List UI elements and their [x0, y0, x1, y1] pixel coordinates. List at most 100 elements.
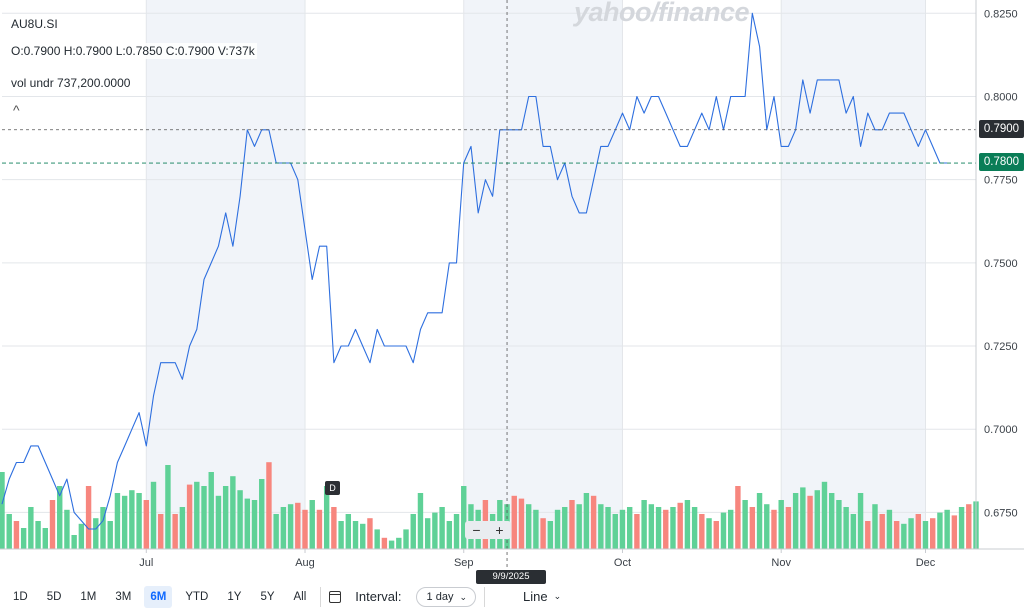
collapse-chevron-icon[interactable]: ^: [11, 101, 22, 119]
volume-bar: [792, 493, 799, 549]
range-5d-button[interactable]: 5D: [46, 590, 62, 603]
price-chart[interactable]: 0.8250 0.8000 0.7750 0.7500 0.7250 0.7000 0.67…: [0, 0, 1024, 580]
ohlcv-readout: O:0.7900 H:0.7900 L:0.7850 C:0.7900 V:73…: [9, 43, 257, 59]
volume-bar: [158, 514, 164, 549]
range-1d-button[interactable]: 1D: [13, 590, 28, 603]
volume-bar: [0, 472, 5, 549]
calendar-icon[interactable]: [329, 590, 342, 603]
chart-type-value: Line: [523, 589, 548, 604]
volume-bar: [908, 518, 914, 549]
toolbar-divider: [320, 586, 322, 607]
range-1m-button[interactable]: 1M: [80, 590, 97, 603]
volume-bar: [677, 502, 683, 549]
volume-bar: [100, 507, 106, 549]
volume-bar: [49, 500, 56, 549]
range-all-button[interactable]: All: [293, 590, 307, 603]
volume-bar: [893, 521, 900, 549]
volume-bar: [547, 521, 554, 549]
volume-bar: [201, 486, 207, 549]
crosshair-price-tag: 0.7900: [979, 120, 1024, 138]
volume-bar: [655, 507, 662, 549]
volume-bar: [78, 523, 85, 549]
volume-bar: [323, 486, 330, 549]
volume-bar: [951, 515, 958, 549]
zoom-out-button[interactable]: −: [472, 522, 481, 538]
range-ytd-button[interactable]: YTD: [185, 590, 209, 603]
volume-bar: [259, 479, 265, 549]
y-tick-label: 0.7500: [984, 258, 1018, 270]
volume-bar: [612, 514, 618, 549]
volume-bar: [648, 504, 655, 549]
volume-bar: [619, 509, 626, 549]
volume-bar: [814, 490, 820, 549]
volume-bar: [930, 518, 936, 549]
range-3m-button[interactable]: 3M: [115, 590, 132, 603]
dividend-marker[interactable]: D: [325, 481, 340, 495]
volume-bar: [179, 507, 186, 549]
volume-bar: [453, 514, 460, 549]
volume-bar: [562, 507, 568, 549]
volume-bar: [590, 495, 597, 549]
volume-bar: [937, 512, 943, 549]
y-tick-label: 0.7250: [984, 341, 1018, 353]
x-tick-label: Aug: [295, 557, 315, 569]
volume-bar: [309, 500, 315, 549]
volume-bar: [720, 512, 727, 549]
volume-bar: [230, 476, 236, 549]
volume-bar: [352, 521, 359, 549]
volume-bar: [302, 509, 308, 549]
volume-bar: [915, 514, 921, 549]
volume-bar: [605, 507, 611, 549]
volume-bar: [345, 514, 352, 549]
volume-bar: [966, 504, 972, 549]
volume-bar: [626, 507, 633, 549]
volume-bar: [764, 504, 770, 549]
interval-dropdown[interactable]: 1 day ⌄: [415, 586, 477, 607]
zoom-in-button[interactable]: +: [495, 522, 504, 538]
volume-bar: [836, 500, 842, 549]
volume-bar: [756, 493, 763, 549]
volume-bar: [461, 486, 467, 549]
interval-value: 1 day: [426, 590, 454, 603]
chevron-down-icon: ⌄: [459, 591, 468, 602]
volume-bar: [129, 490, 135, 549]
volume-bar: [338, 521, 344, 549]
x-tick-label: Dec: [916, 557, 936, 569]
volume-bar: [35, 521, 41, 549]
yahoo-finance-watermark: yahoo/finance: [574, 0, 750, 27]
volume-bar: [865, 521, 871, 549]
volume-bar: [706, 518, 712, 549]
volume-bar: [114, 493, 121, 549]
volume-bar: [684, 500, 691, 549]
range-6m-button[interactable]: 6M: [144, 585, 173, 608]
range-5y-button[interactable]: 5Y: [260, 590, 275, 603]
volume-bar: [20, 528, 27, 549]
volume-bar: [641, 500, 647, 549]
volume-bar: [374, 529, 380, 549]
volume-bar: [879, 514, 885, 549]
volume-bar: [821, 481, 828, 549]
volume-bar: [958, 507, 965, 549]
volume-bar: [417, 493, 424, 549]
chart-type-dropdown[interactable]: Line ⌄: [523, 589, 561, 604]
volume-bar: [742, 500, 748, 549]
volume-bar: [287, 504, 294, 549]
volume-bar: [280, 507, 287, 549]
volume-bar: [598, 504, 604, 549]
volume-bar: [778, 500, 784, 549]
volume-bar: [215, 495, 222, 549]
volume-bar: [150, 481, 157, 549]
volume-bar: [273, 514, 279, 549]
y-tick-label: 0.8250: [984, 8, 1018, 20]
volume-bar: [922, 521, 929, 549]
volume-bar: [237, 490, 243, 549]
x-axis: Jul Aug Sep Oct Nov Dec: [0, 548, 1024, 569]
volume-bar: [165, 465, 171, 549]
volume-bar: [381, 537, 388, 549]
interval-label: Interval:: [355, 589, 402, 604]
range-1y-button[interactable]: 1Y: [227, 590, 242, 603]
volume-bar: [511, 495, 517, 549]
volume-bar: [93, 518, 99, 549]
volume-bar: [432, 512, 438, 549]
volume-bar: [251, 500, 258, 549]
